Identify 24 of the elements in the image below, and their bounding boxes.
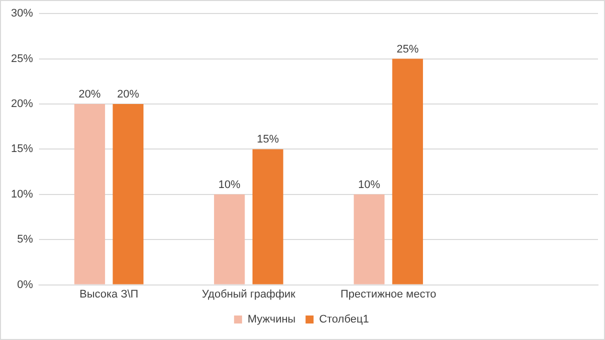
y-tick-label: 25% xyxy=(10,52,34,65)
y-tick-label: 15% xyxy=(10,143,34,156)
bar xyxy=(74,104,106,284)
y-tick-label: 20% xyxy=(10,98,34,110)
bar xyxy=(354,194,385,284)
bar xyxy=(112,104,144,284)
x-tick-label: Высока З\П xyxy=(79,288,138,300)
y-tick-label: 10% xyxy=(10,188,34,200)
x-tick-label: Удобный граффик xyxy=(202,288,296,300)
bar xyxy=(214,194,245,284)
x-tick-label: Престижное место xyxy=(340,288,436,300)
bar xyxy=(252,149,284,284)
legend-label: Мужчины xyxy=(248,314,296,326)
data-label: 20% xyxy=(117,88,140,101)
y-tick-label: 5% xyxy=(17,234,34,246)
legend-label: Столбец1 xyxy=(319,314,369,326)
data-label: 15% xyxy=(256,134,280,146)
data-label: 10% xyxy=(218,178,241,191)
bar xyxy=(392,58,423,284)
data-label: 20% xyxy=(78,88,101,101)
y-tick-label: 0% xyxy=(17,278,34,291)
data-label: 10% xyxy=(358,178,380,191)
y-tick-label: 30% xyxy=(10,8,34,20)
data-label: 25% xyxy=(396,43,419,56)
